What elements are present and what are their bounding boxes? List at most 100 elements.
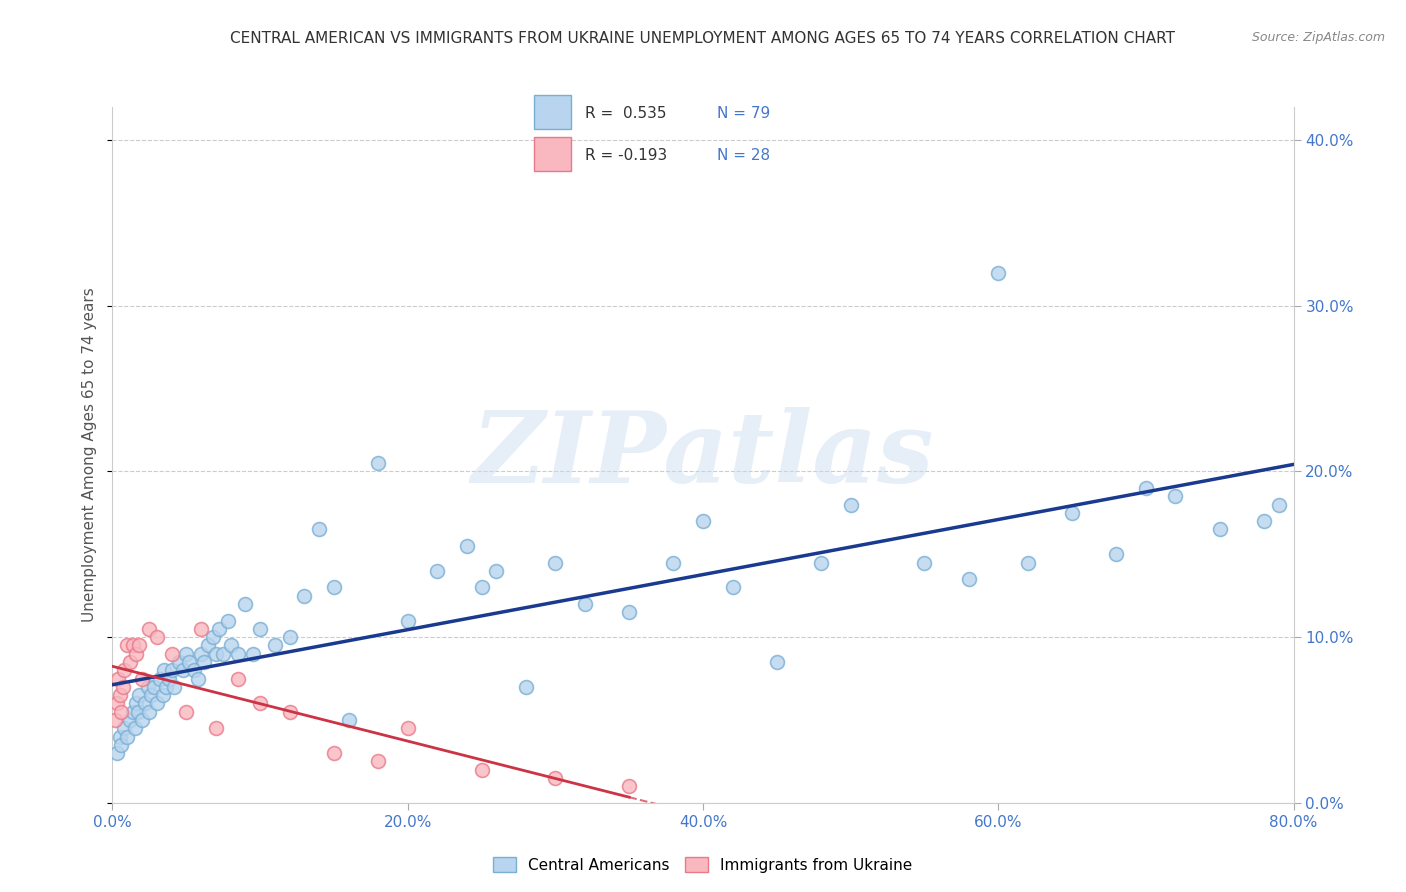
Point xyxy=(721,581,744,595)
Point xyxy=(149,672,172,686)
Point xyxy=(157,672,180,686)
Point xyxy=(208,622,231,636)
Point xyxy=(308,523,330,537)
Point xyxy=(515,680,537,694)
Point xyxy=(125,647,148,661)
Point xyxy=(1135,481,1157,495)
Point xyxy=(134,697,156,711)
Point xyxy=(337,713,360,727)
Point xyxy=(190,647,212,661)
Point xyxy=(201,630,224,644)
Text: CENTRAL AMERICAN VS IMMIGRANTS FROM UKRAINE UNEMPLOYMENT AMONG AGES 65 TO 74 YEA: CENTRAL AMERICAN VS IMMIGRANTS FROM UKRA… xyxy=(231,31,1175,46)
Point xyxy=(105,697,128,711)
Point xyxy=(619,779,641,793)
Point xyxy=(233,597,256,611)
Point xyxy=(160,663,183,677)
Point xyxy=(172,663,194,677)
Point xyxy=(839,498,862,512)
Point xyxy=(131,672,153,686)
Point xyxy=(1253,514,1275,528)
Point xyxy=(152,688,174,702)
Point xyxy=(242,647,264,661)
Text: R =  0.535: R = 0.535 xyxy=(585,106,666,120)
Point xyxy=(323,581,346,595)
Point xyxy=(914,556,936,570)
Point xyxy=(193,655,215,669)
Point xyxy=(122,639,145,653)
Point xyxy=(110,738,132,752)
Point xyxy=(249,697,271,711)
Point xyxy=(183,663,205,677)
Point xyxy=(146,697,169,711)
Point xyxy=(249,622,271,636)
Point xyxy=(146,630,169,644)
Bar xyxy=(534,95,571,129)
Point xyxy=(136,680,159,694)
Point xyxy=(112,663,135,677)
Point xyxy=(692,514,714,528)
Point xyxy=(212,647,235,661)
Point xyxy=(426,564,449,578)
Point xyxy=(544,771,567,785)
Point xyxy=(226,672,249,686)
Point xyxy=(1062,506,1084,520)
Bar xyxy=(534,137,571,171)
Point xyxy=(485,564,508,578)
Point xyxy=(120,655,142,669)
Point xyxy=(139,688,162,702)
Point xyxy=(292,589,315,603)
Point xyxy=(367,755,389,769)
Point xyxy=(957,572,980,586)
Point xyxy=(367,456,389,470)
Point xyxy=(662,556,685,570)
Point xyxy=(456,539,478,553)
Point xyxy=(396,721,419,735)
Point xyxy=(120,713,142,727)
Point xyxy=(111,680,134,694)
Point xyxy=(1208,523,1232,537)
Point xyxy=(104,713,127,727)
Point xyxy=(125,697,148,711)
Point xyxy=(122,705,145,719)
Point xyxy=(197,639,219,653)
Point xyxy=(470,581,494,595)
Point xyxy=(544,556,567,570)
Point xyxy=(153,663,176,677)
Y-axis label: Unemployment Among Ages 65 to 74 years: Unemployment Among Ages 65 to 74 years xyxy=(82,287,97,623)
Point xyxy=(110,705,132,719)
Point xyxy=(174,647,197,661)
Point xyxy=(278,630,301,644)
Point xyxy=(160,647,183,661)
Point xyxy=(105,746,128,760)
Point xyxy=(179,655,201,669)
Point xyxy=(396,614,419,628)
Point xyxy=(987,266,1010,280)
Point xyxy=(470,763,494,777)
Point xyxy=(167,655,190,669)
Point xyxy=(131,713,153,727)
Point xyxy=(1017,556,1039,570)
Point xyxy=(278,705,301,719)
Point xyxy=(190,622,212,636)
Text: ZIPatlas: ZIPatlas xyxy=(472,407,934,503)
Point xyxy=(138,705,160,719)
Point xyxy=(619,605,641,619)
Point xyxy=(217,614,239,628)
Point xyxy=(155,680,177,694)
Point xyxy=(117,639,138,653)
Text: N = 28: N = 28 xyxy=(717,148,770,162)
Text: Source: ZipAtlas.com: Source: ZipAtlas.com xyxy=(1251,31,1385,45)
Point xyxy=(323,746,346,760)
Point xyxy=(205,647,228,661)
Point xyxy=(187,672,209,686)
Point xyxy=(108,688,131,702)
Point xyxy=(127,705,149,719)
Legend: Central Americans, Immigrants from Ukraine: Central Americans, Immigrants from Ukrai… xyxy=(488,850,918,879)
Point xyxy=(1268,498,1291,512)
Point xyxy=(205,721,228,735)
Text: R = -0.193: R = -0.193 xyxy=(585,148,666,162)
Point xyxy=(163,680,186,694)
Point xyxy=(1105,547,1128,561)
Point xyxy=(107,672,129,686)
Point xyxy=(174,705,197,719)
